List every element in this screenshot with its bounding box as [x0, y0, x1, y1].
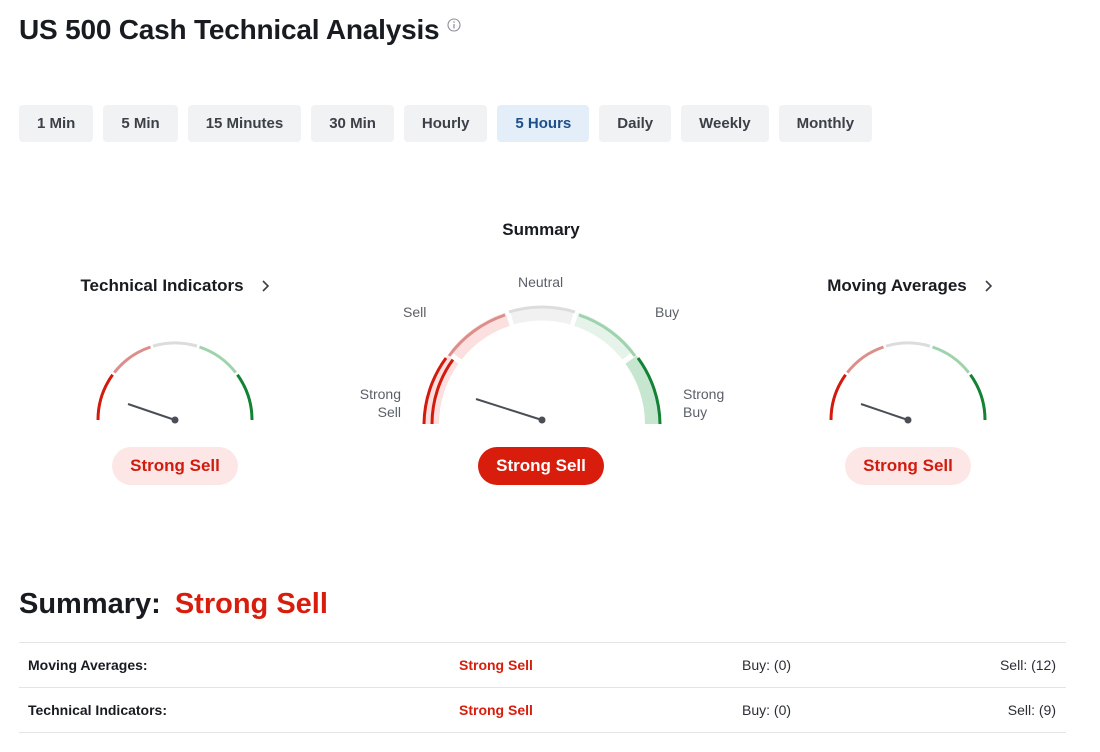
summary-needle — [475, 398, 543, 421]
summary-gauge-title-wrap: Summary — [441, 220, 641, 240]
timeframe-tabs: 1 Min 5 Min 15 Minutes 30 Min Hourly 5 H… — [19, 105, 873, 142]
tab-weekly[interactable]: Weekly — [681, 105, 769, 142]
gauge-label-strong-sell: Strong Sell — [359, 386, 401, 420]
moving-averages-meter — [829, 341, 987, 424]
tab-15-minutes[interactable]: 15 Minutes — [187, 105, 302, 142]
tab-5-hours[interactable]: 5 Hours — [497, 105, 590, 142]
tab-5-min[interactable]: 5 Min — [103, 105, 178, 142]
technical-indicators-link[interactable]: Technical Indicators — [60, 276, 290, 296]
page-title: US 500 Cash Technical Analysis — [19, 14, 440, 45]
summary-label: Summary: — [19, 588, 161, 620]
chevron-right-icon — [985, 280, 992, 292]
moving-averages-gauge: Moving Averages — [795, 276, 1025, 296]
tab-daily[interactable]: Daily — [599, 105, 672, 142]
summary-gauge-title: Summary — [502, 220, 580, 239]
gauge-label-sell: Sell — [403, 304, 427, 320]
row-sell-count: Sell: (12) — [999, 657, 1056, 673]
row-sell-count: Sell: (9) — [1007, 702, 1056, 718]
tab-30-min[interactable]: 30 Min — [311, 105, 394, 142]
chevron-right-icon — [261, 280, 269, 292]
tab-hourly[interactable]: Hourly — [403, 105, 488, 142]
moving-averages-link[interactable]: Moving Averages — [795, 276, 1025, 296]
table-row: Technical Indicators: Strong Sell Buy: (… — [19, 688, 1066, 733]
technical-indicators-meter — [96, 341, 254, 424]
tab-monthly[interactable]: Monthly — [778, 105, 873, 142]
gauge-label-buy: Buy — [655, 304, 680, 320]
row-name: Technical Indicators: — [28, 702, 167, 718]
table-row: Moving Averages: Strong Sell Buy: (0) Se… — [19, 643, 1066, 688]
moving-averages-result: Strong Sell — [793, 447, 1023, 485]
technical-indicators-needle — [127, 403, 176, 421]
technical-indicators-result: Strong Sell — [60, 447, 290, 485]
summary-gauge-badge: Strong Sell — [478, 447, 604, 485]
moving-averages-needle — [860, 403, 909, 421]
row-name: Moving Averages: — [28, 657, 148, 673]
summary-heading: Summary: Strong Sell — [19, 588, 328, 621]
row-signal: Strong Sell — [459, 657, 533, 673]
row-signal: Strong Sell — [459, 702, 533, 718]
summary-table: Moving Averages: Strong Sell Buy: (0) Se… — [19, 642, 1066, 733]
technical-indicators-title: Technical Indicators — [80, 276, 244, 295]
moving-averages-badge: Strong Sell — [845, 447, 971, 485]
title-row: US 500 Cash Technical Analysis — [19, 14, 461, 46]
tab-1-min[interactable]: 1 Min — [19, 105, 94, 142]
technical-indicators-gauge: Technical Indicators — [60, 276, 290, 296]
summary-value: Strong Sell — [174, 588, 328, 620]
summary-gauge-result: Strong Sell — [441, 447, 641, 485]
moving-averages-title: Moving Averages — [827, 276, 967, 295]
gauge-label-strong-buy: Strong Buy — [683, 386, 725, 420]
info-circle-icon[interactable] — [447, 18, 461, 32]
row-buy-count: Buy: (0) — [742, 657, 792, 673]
summary-meter — [422, 305, 662, 425]
technical-indicators-badge: Strong Sell — [112, 447, 238, 485]
row-buy-count: Buy: (0) — [742, 702, 792, 718]
gauge-label-neutral: Neutral — [518, 274, 564, 290]
